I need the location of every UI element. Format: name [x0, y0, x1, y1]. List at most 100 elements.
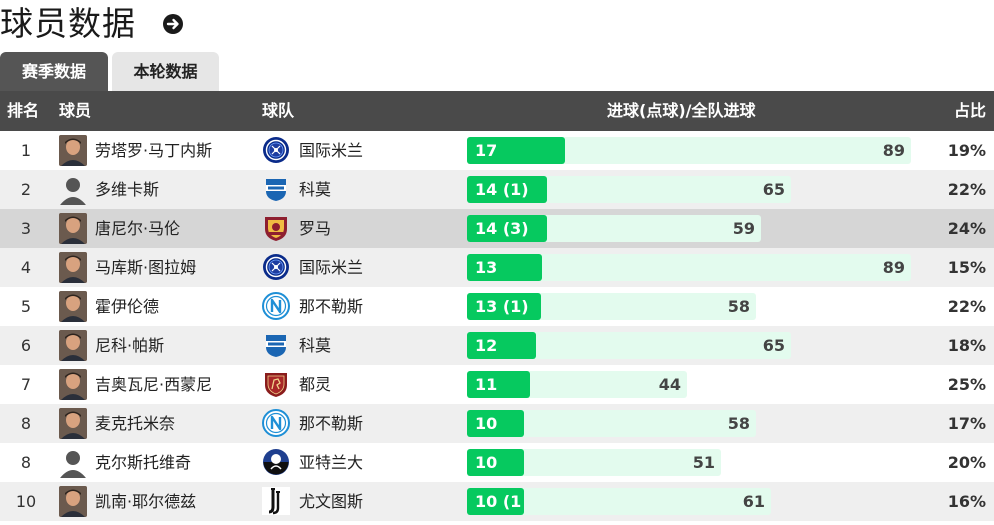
table-row[interactable]: 2 多维卡斯 科莫 65 14 (1) 22%	[0, 170, 994, 209]
player-name-link[interactable]: 劳塔罗·马丁内斯	[95, 141, 213, 160]
header-team[interactable]: 球队	[262, 101, 295, 120]
table-row[interactable]: 7 吉奥瓦尼·西蒙尼 都灵 44 11 25%	[0, 365, 994, 404]
goal-share-cell: 25%	[947, 375, 986, 394]
napoli-logo[interactable]	[262, 409, 290, 437]
rank-cell: 8	[20, 453, 32, 472]
player-goals-value: 14 (1)	[475, 180, 529, 199]
team-goals-value: 89	[882, 141, 905, 160]
team-goals-value: 65	[762, 336, 785, 355]
table-row[interactable]: 5 霍伊伦德 那不勒斯 58 13 (1) 22%	[0, 287, 994, 326]
roma-logo[interactable]	[262, 214, 290, 242]
team-name-link[interactable]: 都灵	[299, 375, 332, 394]
player-goals-value: 13	[475, 258, 498, 277]
page-title: 球员数据	[0, 4, 136, 43]
team-name-link[interactable]: 那不勒斯	[299, 297, 364, 316]
team-name-link[interactable]: 那不勒斯	[299, 414, 364, 433]
atalanta-logo[interactable]	[262, 448, 290, 476]
player-name-link[interactable]: 马库斯·图拉姆	[95, 258, 197, 277]
goal-share-cell: 17%	[947, 414, 986, 433]
header-rank[interactable]: 排名	[7, 101, 40, 120]
player-goals-bar: 13	[467, 254, 542, 281]
player-avatar[interactable]	[59, 330, 87, 361]
player-avatar[interactable]	[59, 213, 87, 244]
team-name-link[interactable]: 国际米兰	[299, 141, 364, 160]
header-player[interactable]: 球员	[59, 101, 92, 120]
player-avatar[interactable]	[59, 291, 87, 322]
player-name-link[interactable]: 多维卡斯	[95, 180, 160, 199]
como-logo[interactable]	[262, 331, 290, 359]
table-row[interactable]: 6 尼科·帕斯 科莫 65 12 18%	[0, 326, 994, 365]
player-name-link[interactable]: 尼科·帕斯	[95, 336, 165, 355]
player-goals-value: 11	[475, 375, 498, 394]
table-row[interactable]: 10 凯南·耶尔德兹 尤文图斯 61 10 (1 16%	[0, 482, 994, 521]
team-goals-value: 65	[762, 180, 785, 199]
player-avatar[interactable]	[59, 486, 87, 517]
table-row[interactable]: 8 克尔斯托维奇 亚特兰大 51 10 20%	[0, 443, 994, 482]
table-row[interactable]: 8 麦克托米奈 那不勒斯 58 10 17%	[0, 404, 994, 443]
player-name-link[interactable]: 吉奥瓦尼·西蒙尼	[95, 375, 213, 394]
rank-cell: 2	[20, 180, 32, 199]
juventus-logo[interactable]	[262, 487, 290, 515]
player-goals-bar: 17	[467, 137, 565, 164]
rank-cell: 7	[20, 375, 32, 394]
team-name-link[interactable]: 国际米兰	[299, 258, 364, 277]
inter-logo[interactable]	[262, 253, 290, 281]
inter-logo[interactable]	[262, 136, 290, 164]
player-goals-value: 10	[475, 453, 498, 472]
player-goals-bar: 10	[467, 410, 524, 437]
goal-share-cell: 22%	[947, 297, 986, 316]
table-row[interactable]: 4 马库斯·图拉姆 国际米兰 89 13 15%	[0, 248, 994, 287]
como-logo[interactable]	[262, 175, 290, 203]
player-table-body: 1 劳塔罗·马丁内斯 国际米兰 89 17 19% 2 多维卡斯 科莫 65 14 (1) 22% 3 唐…	[0, 131, 994, 521]
player-name-link[interactable]: 凯南·耶尔德兹	[95, 492, 197, 511]
team-name-link[interactable]: 亚特兰大	[299, 453, 364, 472]
player-goals-bar: 14 (3)	[467, 215, 547, 242]
team-name-link[interactable]: 科莫	[299, 180, 332, 199]
tab-round-stats[interactable]: 本轮数据	[112, 52, 219, 91]
player-avatar[interactable]	[59, 447, 87, 478]
player-goals-bar: 10	[467, 449, 524, 476]
player-goals-value: 17	[475, 141, 498, 160]
team-name-link[interactable]: 尤文图斯	[299, 492, 364, 511]
team-goals-value: 51	[692, 453, 715, 472]
tab-season-stats[interactable]: 赛季数据	[0, 52, 108, 91]
player-name-link[interactable]: 麦克托米奈	[95, 414, 176, 433]
header-percentage[interactable]: 占比	[953, 101, 986, 120]
player-name-link[interactable]: 唐尼尔·马伦	[95, 219, 181, 238]
player-goals-bar: 12	[467, 332, 536, 359]
rank-cell: 1	[20, 141, 32, 160]
team-goals-value: 61	[742, 492, 765, 511]
player-avatar[interactable]	[59, 252, 87, 283]
arrow-right-circle-icon[interactable]	[163, 14, 183, 34]
table-header: 排名 球员 球队 进球(点球)/全队进球 占比	[0, 91, 994, 131]
rank-cell: 8	[20, 414, 32, 433]
player-name-link[interactable]: 霍伊伦德	[95, 297, 160, 316]
table-row[interactable]: 1 劳塔罗·马丁内斯 国际米兰 89 17 19%	[0, 131, 994, 170]
player-goals-bar: 13 (1)	[467, 293, 541, 320]
player-avatar[interactable]	[59, 408, 87, 439]
table-row[interactable]: 3 唐尼尔·马伦 罗马 59 14 (3) 24%	[0, 209, 994, 248]
team-goals-value: 58	[727, 414, 750, 433]
player-avatar[interactable]	[59, 135, 87, 166]
goal-share-cell: 16%	[947, 492, 986, 511]
team-name-link[interactable]: 科莫	[299, 336, 332, 355]
team-goals-value: 89	[882, 258, 905, 277]
player-avatar[interactable]	[59, 174, 87, 205]
player-goals-value: 13 (1)	[475, 297, 529, 316]
goal-share-cell: 20%	[947, 453, 986, 472]
player-avatar[interactable]	[59, 369, 87, 400]
player-goals-value: 10	[475, 414, 498, 433]
rank-cell: 5	[20, 297, 32, 316]
rank-cell: 4	[20, 258, 32, 277]
player-goals-value: 12	[475, 336, 498, 355]
player-goals-bar: 14 (1)	[467, 176, 547, 203]
player-name-link[interactable]: 克尔斯托维奇	[95, 453, 192, 472]
napoli-logo[interactable]	[262, 292, 290, 320]
team-name-link[interactable]: 罗马	[299, 219, 332, 238]
player-goals-value: 10 (1	[475, 492, 522, 511]
rank-cell: 3	[20, 219, 32, 238]
header-goals[interactable]: 进球(点球)/全队进球	[607, 101, 756, 120]
torino-logo[interactable]	[262, 370, 290, 398]
player-goals-bar: 10 (1	[467, 488, 524, 515]
player-goals-bar: 11	[467, 371, 530, 398]
